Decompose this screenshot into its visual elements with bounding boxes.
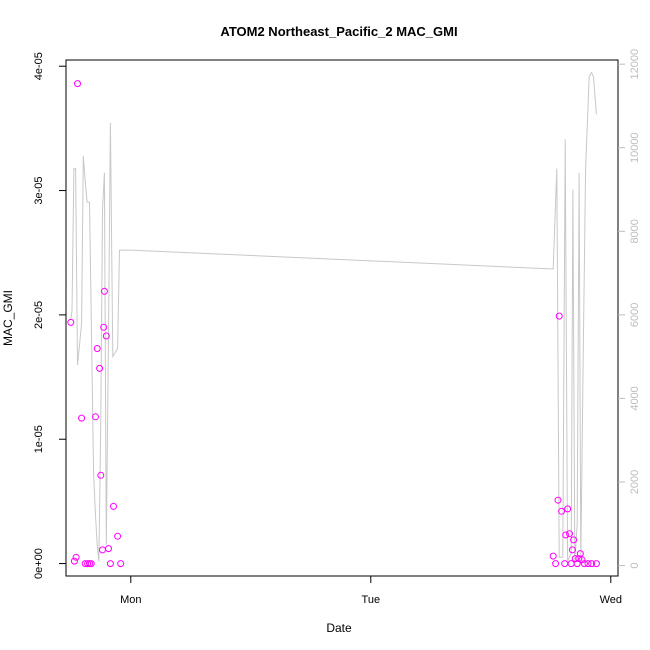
scatter-series (67, 80, 600, 568)
x-axis: Mon Tue Wed (120, 575, 622, 606)
data-point (584, 560, 592, 568)
y-tick-label: 0e+00 (33, 548, 45, 579)
data-point (74, 80, 81, 88)
y2-tick-label: 8000 (629, 219, 641, 243)
data-point (96, 364, 104, 372)
data-point (562, 531, 570, 539)
series-line (70, 71, 597, 562)
y2-tick-label: 6000 (629, 303, 641, 327)
data-point (576, 550, 584, 558)
y-axis-label: MAC_GMI (1, 290, 15, 346)
data-point (78, 414, 86, 422)
data-point (567, 560, 575, 568)
data-point (102, 332, 110, 340)
data-point (564, 505, 572, 513)
data-point (100, 287, 108, 295)
data-point (554, 496, 562, 504)
plot-frame (65, 59, 619, 577)
y-tick-label: 3e-05 (33, 176, 45, 204)
x-tick-label: Tue (362, 594, 381, 606)
y-tick-label: 4e-05 (33, 52, 45, 80)
y-axis-left: 0e+00 1e-05 2e-05 3e-05 4e-05 (33, 52, 66, 579)
x-tick-label: Wed (600, 594, 622, 606)
data-point (106, 560, 114, 568)
data-point (588, 560, 596, 568)
data-point (110, 502, 117, 510)
data-point (72, 553, 80, 561)
y2-tick-label: 12000 (629, 49, 641, 80)
data-point (580, 560, 588, 568)
data-point (100, 323, 108, 331)
data-point (566, 530, 573, 538)
data-point (549, 552, 557, 560)
y-tick-label: 2e-05 (33, 301, 45, 329)
data-point (568, 546, 576, 554)
data-point (93, 345, 101, 352)
data-point (561, 560, 569, 568)
data-point (70, 557, 78, 565)
data-point (99, 546, 106, 554)
data-point (592, 560, 600, 568)
data-point (92, 413, 99, 421)
y2-tick-label: 2000 (629, 470, 641, 494)
data-point (97, 471, 105, 479)
data-point (578, 556, 586, 564)
data-point (570, 536, 578, 544)
data-point (105, 545, 112, 553)
data-point (575, 555, 583, 563)
data-point (67, 318, 75, 326)
y-tick-label: 1e-05 (33, 425, 45, 453)
data-point (117, 560, 125, 568)
data-point (573, 560, 581, 568)
data-point (84, 560, 92, 568)
data-point (114, 532, 122, 540)
line-series (70, 71, 597, 562)
y-axis-right: 0 2000 4000 6000 8000 10000 12000 (618, 49, 641, 569)
x-axis-label: Date (326, 621, 352, 635)
y2-tick-label: 4000 (629, 386, 641, 410)
data-point (87, 560, 95, 568)
data-point (558, 507, 566, 515)
chart-title: ATOM2 Northeast_Pacific_2 MAC_GMI (220, 24, 457, 39)
y2-tick-label: 0 (629, 562, 641, 568)
x-tick-label: Mon (120, 594, 141, 606)
data-point (552, 560, 560, 568)
y2-tick-label: 10000 (629, 132, 641, 163)
data-point (555, 312, 563, 320)
